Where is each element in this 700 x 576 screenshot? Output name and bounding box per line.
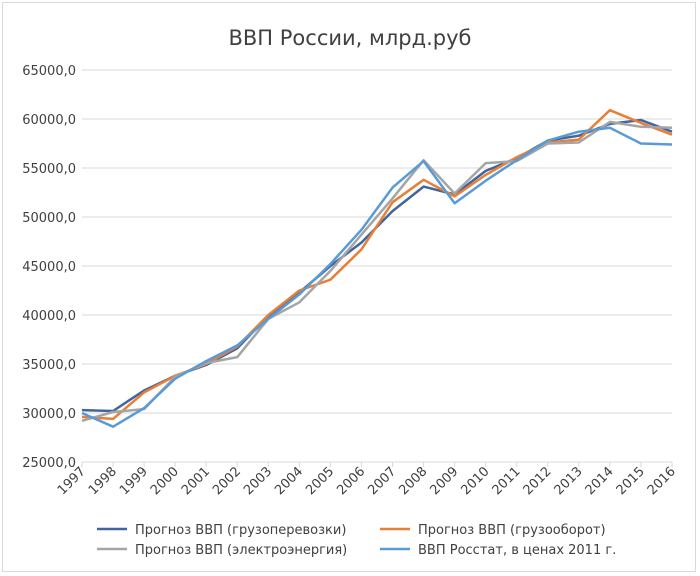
y-tick-label: 45000,0 (22, 260, 76, 275)
x-tick-label: 2009 (427, 464, 461, 498)
series-line-2 (81, 108, 673, 421)
legend-label: Прогноз ВВП (грузоперевозки) (135, 523, 346, 538)
x-tick-label: 2006 (334, 464, 368, 498)
x-tick-label: 2003 (241, 464, 275, 498)
legend-label: ВВП Росстат, в ценах 2011 г. (418, 543, 616, 558)
x-tick-label: 2011 (490, 464, 524, 498)
legend-label: Прогноз ВВП (грузооборот) (418, 523, 606, 538)
x-tick-label: 2014 (583, 464, 617, 498)
y-tick-label: 40000,0 (22, 309, 76, 324)
y-axis-ticks: 25000,0 30000,0 35000,0 40000,0 45000,0 50000… (22, 64, 76, 471)
y-tick-label: 30000,0 (22, 407, 76, 422)
x-tick-label: 1999 (117, 464, 151, 498)
y-tick-label: 25000,0 (22, 456, 76, 471)
chart-title: ВВП России, млрд.руб (228, 26, 472, 50)
x-tick-label: 2007 (365, 464, 399, 498)
x-tick-label: 2008 (396, 464, 430, 498)
y-tick-label: 50000,0 (22, 211, 76, 226)
series-line-4 (81, 126, 673, 428)
series-line-3 (81, 120, 673, 423)
x-tick-label: 2000 (148, 464, 182, 498)
y-tick-label: 35000,0 (22, 358, 76, 373)
legend-label: Прогноз ВВП (электроэнергия) (135, 543, 347, 558)
x-tick-label: 2005 (303, 464, 337, 498)
series-lines (81, 108, 673, 428)
x-axis-ticks: 1997199819992000200120022003200420052006… (55, 464, 679, 498)
x-tick-label: 2001 (179, 464, 213, 498)
legend: Прогноз ВВП (грузоперевозки) Прогноз ВВП … (97, 523, 616, 558)
x-tick-label: 2016 (645, 464, 679, 498)
x-tick-label: 2010 (459, 464, 493, 498)
y-tick-label: 55000,0 (22, 162, 76, 177)
x-tick-label: 2004 (272, 464, 306, 498)
gridlines (81, 69, 673, 467)
x-tick-label: 2013 (552, 464, 586, 498)
y-tick-label: 60000,0 (22, 113, 76, 128)
x-tick-label: 2015 (614, 464, 648, 498)
x-tick-label: 2012 (521, 464, 555, 498)
x-tick-label: 2002 (210, 464, 244, 498)
y-tick-label: 65000,0 (22, 64, 76, 79)
x-tick-label: 1998 (86, 464, 120, 498)
